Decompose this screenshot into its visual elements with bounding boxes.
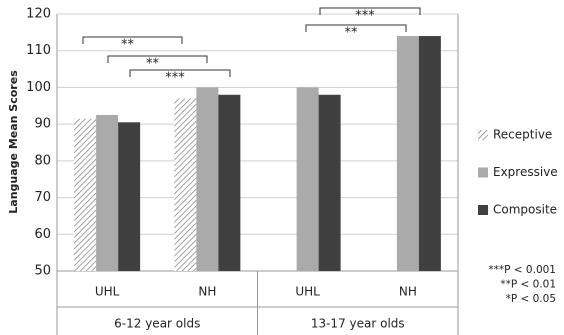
- y-tick-label: 100: [26, 80, 51, 95]
- bar: [74, 118, 97, 271]
- significance-label: **: [121, 38, 135, 53]
- y-tick-label: 70: [34, 190, 51, 205]
- bar: [418, 36, 441, 272]
- significance-bracket: [129, 69, 231, 77]
- x-tick-label: UHL: [95, 285, 120, 299]
- footnote: ***P < 0.001: [488, 264, 556, 276]
- group-label: 13-17 year olds: [311, 317, 405, 331]
- bar: [218, 94, 241, 272]
- y-tick-label: 90: [34, 117, 51, 132]
- x-tick-label: NH: [399, 285, 417, 299]
- footnote: **P < 0.01: [500, 279, 556, 291]
- significance-bracket: [107, 55, 208, 63]
- legend-swatch: [478, 205, 488, 215]
- group-label: 6-12 year olds: [114, 317, 200, 331]
- significance-label: ***: [355, 9, 375, 24]
- legend-label: Composite: [493, 203, 557, 217]
- bar: [296, 87, 319, 271]
- legend-swatch: [478, 130, 488, 140]
- y-tick-label: 50: [34, 264, 51, 279]
- bar: [96, 114, 119, 271]
- significance-label: **: [345, 26, 359, 41]
- legend-swatch: [478, 167, 488, 178]
- footnote: *P < 0.05: [506, 293, 556, 305]
- x-tick-label: UHL: [295, 285, 320, 299]
- bar: [318, 94, 341, 272]
- bar: [396, 36, 419, 272]
- significance-bracket: [319, 7, 421, 15]
- x-tick-label: NH: [198, 285, 216, 299]
- y-tick-label: 80: [34, 153, 51, 168]
- y-tick-label: 110: [26, 43, 51, 58]
- significance-bracket: [305, 24, 407, 32]
- y-tick-label: 60: [34, 227, 51, 242]
- legend-label: Receptive: [493, 128, 552, 142]
- significance-bracket: [82, 36, 183, 44]
- bar: [174, 98, 197, 271]
- y-axis-label: Language Mean Scores: [7, 70, 20, 214]
- significance-label: **: [146, 57, 160, 72]
- bar: [196, 87, 219, 271]
- bar: [118, 122, 141, 271]
- significance-label: ***: [165, 71, 185, 86]
- y-tick-label: 120: [26, 7, 51, 22]
- legend-label: Expressive: [493, 165, 558, 179]
